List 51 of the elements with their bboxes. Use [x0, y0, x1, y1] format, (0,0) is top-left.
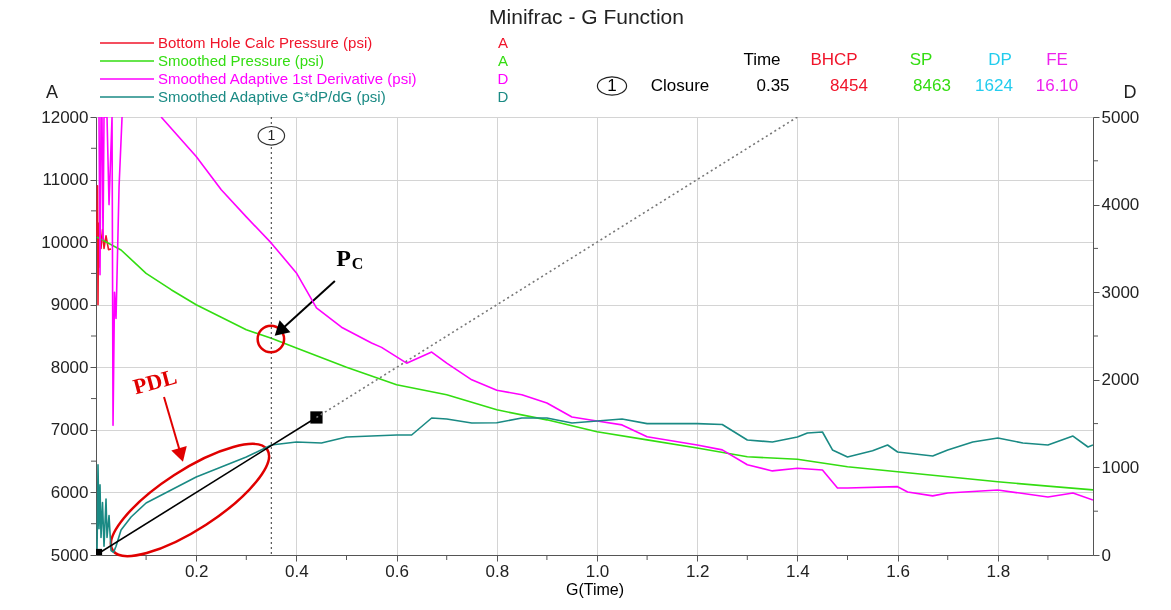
annotation: 1	[267, 126, 276, 143]
line-series	[96, 185, 112, 306]
legend-label: Bottom Hole Calc Pressure (psi)	[158, 34, 373, 51]
x-axis-title: G(Time)	[565, 580, 625, 598]
line-series	[96, 236, 1093, 491]
y2-tick-label: 5000	[1101, 107, 1140, 127]
text: 8463	[913, 76, 951, 95]
y2-axis-title: D	[1123, 82, 1137, 102]
text: 16.10	[1035, 76, 1079, 95]
y-tick-label: 12000	[41, 107, 89, 127]
y-tick-label: 9000	[50, 295, 89, 315]
annotation: PDL	[130, 363, 180, 400]
y-tick-label: 7000	[50, 420, 89, 440]
text: 8454	[830, 76, 868, 95]
x-tick-label: 0.6	[385, 561, 409, 581]
y2-tick-label: 2000	[1101, 370, 1140, 390]
y2-tick-label: 1000	[1101, 457, 1140, 477]
y-tick-label: 6000	[50, 482, 89, 502]
text: Closure	[650, 76, 710, 95]
x-tick-label: 1.8	[986, 561, 1011, 581]
text: A	[497, 34, 509, 51]
text: A	[497, 52, 509, 69]
y-tick-label: 8000	[50, 357, 89, 377]
text: BHCP	[810, 50, 858, 69]
text: D	[497, 70, 509, 87]
text: Time	[743, 50, 781, 69]
text: 1	[607, 76, 617, 95]
legend-label: Smoothed Pressure (psi)	[158, 52, 324, 69]
y2-tick-label: 0	[1101, 545, 1111, 565]
legend-label: Smoothed Adaptive G*dP/dG (psi)	[158, 88, 386, 105]
text: D	[497, 88, 509, 105]
x-tick-label: 1.2	[685, 561, 710, 581]
legend-label: Smoothed Adaptive 1st Derivative (psi)	[158, 70, 417, 87]
x-tick-label: 1.6	[886, 561, 910, 581]
x-tick-label: 0.8	[485, 561, 510, 581]
y2-tick-label: 4000	[1101, 195, 1140, 215]
y-tick-label: 10000	[41, 232, 89, 252]
x-tick-label: 1.0	[585, 561, 610, 581]
y2-tick-label: 3000	[1101, 282, 1140, 302]
text: DP	[988, 50, 1012, 69]
x-tick-label: 0.4	[285, 561, 309, 581]
text: 0.35	[756, 76, 790, 95]
y-tick-label: 11000	[42, 170, 89, 190]
y-tick-label: 5000	[50, 545, 89, 565]
chart-title: Minifrac - G Function	[489, 5, 684, 28]
y-axis-title: A	[45, 82, 59, 102]
text: SP	[909, 50, 933, 69]
text: FE	[1046, 50, 1068, 69]
text: 1624	[975, 76, 1013, 95]
x-tick-label: 1.4	[786, 561, 810, 581]
x-tick-label: 0.2	[184, 561, 209, 581]
